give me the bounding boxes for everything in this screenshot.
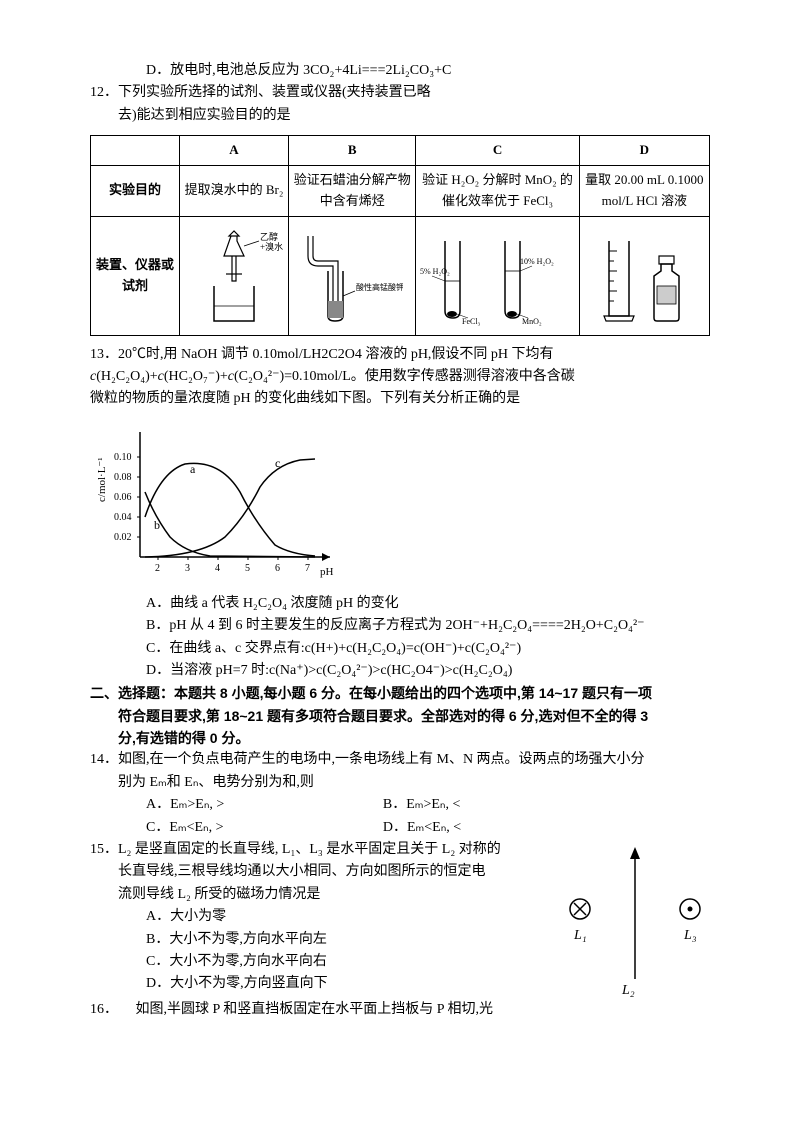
q13-opt-b: B．pH 从 4 到 6 时主要发生的反应离子方程式为 2OH⁻+H₂C₂O₄=… — [90, 615, 710, 637]
yt0: 0.02 — [114, 532, 132, 543]
yt4: 0.10 — [114, 452, 132, 463]
q14-text1: 如图,在一个负点电荷产生的电场中,一条电场线上有 M、N 两点。设两点的场强大小… — [118, 752, 645, 767]
header-c: C — [416, 136, 579, 166]
label-10h2o2: 10% H₂O₂ — [520, 257, 554, 266]
experiment-table: A B C D 实验目的 提取溴水中的 Br₂ 验证石蜡油分解产物中含有烯烃 验… — [90, 135, 710, 335]
curve-a: a — [190, 462, 196, 476]
q16: 16． 如图,半圆球 P 和竖直挡板固定在水平面上挡板与 P 相切,光 — [90, 999, 710, 1021]
label-kmno4: 酸性高锰酸钾溶液 — [356, 282, 403, 292]
q14-opt-c: C．Eₘ<Eₙ, > — [146, 817, 383, 839]
xt2: 4 — [215, 563, 220, 574]
q15-number: 15． — [90, 842, 118, 857]
q16-number: 16． — [90, 1002, 118, 1017]
q13-line2: c(H₂C₂O₄)+c(HC₂O₇⁻)+c(C₂O₄²⁻)=0.10mol/L。… — [90, 366, 710, 388]
section2-line3: 分,有选错的得 0 分。 — [90, 727, 710, 749]
q14: 14．如图,在一个负点电荷产生的电场中,一条电场线上有 M、N 两点。设两点的场… — [90, 749, 710, 839]
q12: 12．下列实验所选择的试剂、装置或仪器(夹持装置已略 去)能达到相应实验目的的是 — [90, 82, 710, 127]
apparatus-d — [579, 216, 709, 335]
l3-label: L₃ — [683, 928, 697, 943]
q14-opt-d: D．Eₘ<Eₙ, < — [383, 817, 620, 839]
xt1: 3 — [185, 563, 190, 574]
q14-opt-a: A．Eₘ>Eₙ, > — [146, 794, 383, 816]
purpose-d: 量取 20.00 mL 0.1000 mol/L HCl 溶液 — [579, 165, 709, 216]
row2-label: 装置、仪器或试剂 — [91, 216, 180, 335]
q13-opt-c: C．在曲线 a、c 交界点有:c(H+)+c(H₂C₂O₄)=c(OH⁻)+c(… — [90, 638, 710, 660]
label-mno2: MnO₂ — [522, 317, 542, 326]
apparatus-a: 乙醇 +溴水 — [180, 216, 289, 335]
header-b: B — [289, 136, 416, 166]
t2: (HC₂O₇⁻)+ — [164, 369, 228, 384]
two-tubes-icon: 5% H₂O₂ 10% H₂O₂ FeCl₃ MnO₂ — [420, 226, 560, 326]
q13-number: 13． — [90, 347, 118, 362]
label-fecl3: FeCl₃ — [462, 317, 481, 326]
q12-text2: 去)能达到相应实验目的的是 — [90, 105, 710, 127]
q13-line3: 微粒的物质的量浓度随 pH 的变化曲线如下图。下列有关分析正确的是 — [90, 388, 710, 410]
purpose-c: 验证 H₂O₂ 分解时 MnO₂ 的催化效率优于 FeCl₃ — [416, 165, 579, 216]
t1: (H₂C₂O₄)+ — [96, 369, 157, 384]
q13-opt-d: D．当溶液 pH=7 时:c(Na⁺)>c(C₂O₄²⁻)>c(HC₂O4⁻)>… — [90, 660, 710, 682]
cylinder-bottle-icon — [584, 226, 694, 326]
q14-opt-b: B．Eₘ>Eₙ, < — [383, 794, 620, 816]
row1-label: 实验目的 — [91, 165, 180, 216]
l2-label: L₂ — [621, 983, 635, 998]
q14-number: 14． — [90, 752, 118, 767]
q12-number: 12． — [90, 85, 118, 100]
separating-funnel-icon: 乙醇 +溴水 — [184, 226, 284, 326]
label-ethanol: 乙醇 — [260, 231, 278, 242]
header-d: D — [579, 136, 709, 166]
tube-bent-icon: 酸性高锰酸钾溶液 — [293, 226, 403, 326]
q16-text: 如图,半圆球 P 和竖直挡板固定在水平面上挡板与 P 相切,光 — [136, 1002, 494, 1017]
header-a: A — [180, 136, 289, 166]
purpose-b: 验证石蜡油分解产物中含有烯烃 — [289, 165, 416, 216]
label-bromine: +溴水 — [260, 241, 283, 252]
ylabel: c/mol·L⁻¹ — [96, 457, 108, 502]
q14-text2: 别为 Eₘ和 Eₙ、电势分别为和,则 — [90, 772, 710, 794]
header-blank — [91, 136, 180, 166]
yt3: 0.08 — [114, 472, 132, 483]
wire-diagram: L₁ L₃ L₂ — [550, 839, 710, 999]
t3: (C₂O₄²⁻)=0.10mol/L。使用数字传感器测得溶液中各含碳 — [234, 369, 575, 384]
q13-opt-a: A．曲线 a 代表 H₂C₂O₄ 浓度随 pH 的变化 — [90, 593, 710, 615]
xt0: 2 — [155, 563, 160, 574]
xt5: 7 — [305, 563, 310, 574]
label-5h2o2: 5% H₂O₂ — [420, 267, 450, 276]
purpose-a: 提取溴水中的 Br₂ — [180, 165, 289, 216]
yt2: 0.06 — [114, 492, 132, 503]
q13: 13．20℃时,用 NaOH 调节 0.10mol/LH2C2O4 溶液的 pH… — [90, 344, 710, 366]
apparatus-b: 酸性高锰酸钾溶液 — [289, 216, 416, 335]
q12-text1: 下列实验所选择的试剂、装置或仪器(夹持装置已略 — [118, 85, 431, 100]
section2-line1: 二、选择题：本题共 8 小题,每小题 6 分。在每小题给出的四个选项中,第 14… — [90, 682, 710, 704]
l1-label: L₁ — [573, 928, 587, 943]
apparatus-c: 5% H₂O₂ 10% H₂O₂ FeCl₃ MnO₂ — [416, 216, 579, 335]
curve-b: b — [154, 518, 160, 532]
concentration-graph: c/mol·L⁻¹ pH 0.02 0.04 0.06 0.08 0.10 2 … — [90, 417, 710, 587]
yt1: 0.04 — [114, 512, 132, 523]
curve-c: c — [275, 456, 280, 470]
xt3: 5 — [245, 563, 250, 574]
q13-line1: 20℃时,用 NaOH 调节 0.10mol/LH2C2O4 溶液的 pH,假设… — [118, 347, 554, 362]
xlabel: pH — [320, 566, 334, 578]
xt4: 6 — [275, 563, 280, 574]
q11-option-d: D．放电时,电池总反应为 3CO₂+4Li===2Li₂CO₃+C — [90, 60, 710, 82]
q15-text1: L₂ 是竖直固定的长直导线, L₁、L₃ 是水平固定且关于 L₂ 对称的 — [118, 842, 501, 857]
section2-line2: 符合题目要求,第 18~21 题有多项符合题目要求。全部选对的得 6 分,选对但… — [90, 705, 710, 727]
